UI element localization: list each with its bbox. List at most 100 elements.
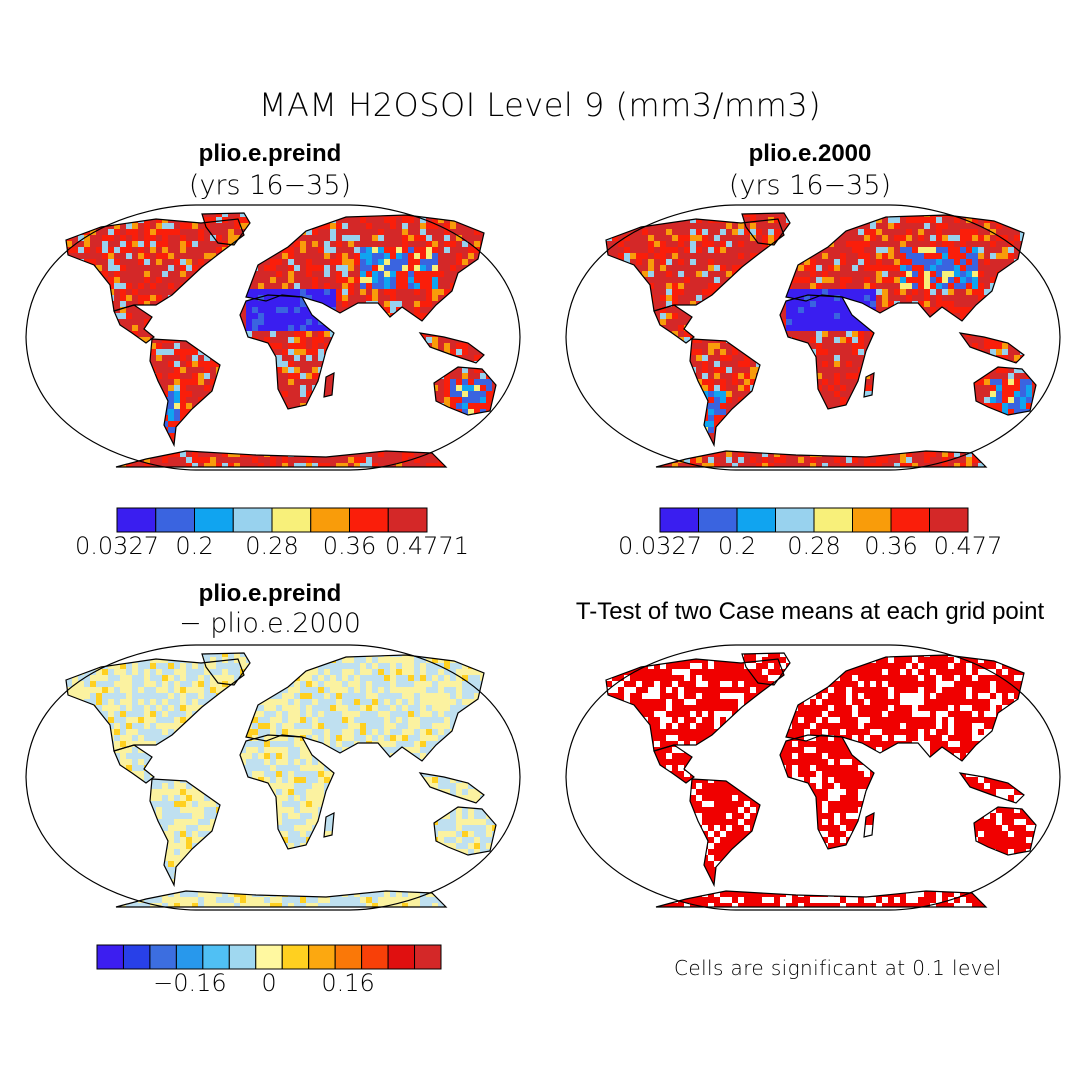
colorbar-tick-label: 0.36 [322,532,377,560]
map-frame [565,644,1061,911]
coastline-australia [433,366,497,416]
coastline-greenland [201,212,251,246]
colorbar-tick-label: 0.28 [787,532,841,560]
coastline-seasia [418,772,485,804]
colorbar-swatch [281,944,310,970]
figure-title: MAM H2OSOI Level 9 (mm3/mm3) [258,86,822,124]
colorbar-tick-label: 0 [261,969,277,997]
coastline-camerica [653,304,695,344]
coastline-greenland [201,652,251,686]
colorbar-swatch [387,944,416,970]
coastline-eurasia [785,654,1025,762]
map-panel-ttest [565,644,1061,911]
colorbar-swatch [194,507,234,533]
colorbar-tick-label: 0.28 [245,532,299,560]
coastline-antarctica [115,890,448,908]
colorbar-swatch [698,507,738,533]
panel-title-tl: plio.e.preind [198,140,342,167]
coastline-seasia [418,332,485,364]
coastline-samerica [149,778,221,888]
panel-subtitle-tr: (yrs 16−35) [728,170,892,201]
colorbar-tick-label: 0.2 [717,532,757,560]
panel-subtitle-tl: (yrs 16−35) [188,170,352,201]
colorbar-labels-difference: −0.16 0 0.16 [97,969,441,999]
colorbar-swatch [175,944,204,970]
colorbar-swatch [202,944,230,970]
colorbar-swatch [310,507,350,533]
colorbar-swatch [122,944,151,970]
colorbar-swatch [775,507,815,533]
map-panel-preind [25,204,521,471]
colorbar-swatch [232,507,273,533]
colorbar-swatch [736,507,776,533]
coastline-camerica [653,744,695,784]
panel-subtitle-bl: − plio.e.2000 [179,608,361,639]
colorbar-swatch [96,944,124,970]
colorbar-swatch [890,507,930,533]
map-frame [25,204,521,471]
colorbar-labels-preind: 0.0327 0.2 0.28 0.36 0.4771 [75,532,469,562]
coastline-antarctica [115,450,448,468]
colorbar-tick-label: 0.2 [175,532,214,560]
coastline-madagascar [323,371,335,398]
coastline-madagascar [323,811,335,838]
colorbar-swatch [228,944,257,970]
colorbar-tick-label: −0.16 [153,969,227,997]
coastline-eurasia [245,214,485,322]
colorbar-tick-label: 0.36 [864,532,918,560]
colorbar-swatch [155,507,195,533]
coastline-seasia [958,772,1025,804]
map-frame [565,204,1061,471]
coastline-greenland [741,212,791,246]
panel-title-tr: plio.e.2000 [748,140,872,167]
coastline-madagascar [863,371,875,398]
panel-title-br: T-Test of two Case means at each grid po… [575,598,1045,625]
map-panel-2000 [565,204,1061,471]
colorbar-swatch [349,507,389,533]
colorbar-tick-label: 0.16 [321,969,375,997]
coastline-australia [973,806,1037,856]
colorbar-2000 [659,507,969,533]
colorbar-swatch [334,944,363,970]
coastline-madagascar [863,811,875,838]
colorbar-swatch [852,507,892,533]
coastline-eurasia [245,654,485,762]
colorbar-swatch [308,944,336,970]
coastline-greenland [741,652,791,686]
colorbar-tick-label: 0.0327 [75,532,159,560]
colorbar-swatch [361,944,389,970]
colorbar-swatch [929,507,969,533]
significance-note: Cells are significant at 0.1 level [674,956,1002,980]
colorbar-swatch [813,507,853,533]
coastline-samerica [689,778,761,888]
colorbar-swatch [414,944,442,970]
colorbar-labels-2000: 0.0327 0.2 0.28 0.36 0.477 [618,532,1002,562]
panel-title-bl: plio.e.preind [198,580,342,607]
colorbar-tick-label: 0.0327 [618,532,702,560]
coastline-australia [433,806,497,856]
colorbar-swatch [116,507,157,533]
coastline-africa [779,734,875,850]
colorbar-difference [96,944,442,970]
coastline-antarctica [655,450,988,468]
colorbar-swatch [149,944,177,970]
coastline-africa [239,294,335,410]
colorbar-swatch [255,944,283,970]
colorbar-tick-label: 0.4771 [385,532,469,560]
coastline-samerica [149,338,221,448]
map-panel-difference [25,644,521,911]
coastline-seasia [958,332,1025,364]
colorbar-swatch [271,507,312,533]
coastline-namerica [65,658,245,752]
colorbar-tick-label: 0.477 [933,532,1003,560]
coastline-antarctica [655,890,988,908]
map-frame [25,644,521,911]
coastline-africa [779,294,875,410]
colorbar-swatch [659,507,699,533]
coastline-camerica [113,304,155,344]
coastline-africa [239,734,335,850]
colorbar-swatch [387,507,428,533]
coastline-camerica [113,744,155,784]
coastline-eurasia [785,214,1025,322]
coastline-namerica [605,658,785,752]
